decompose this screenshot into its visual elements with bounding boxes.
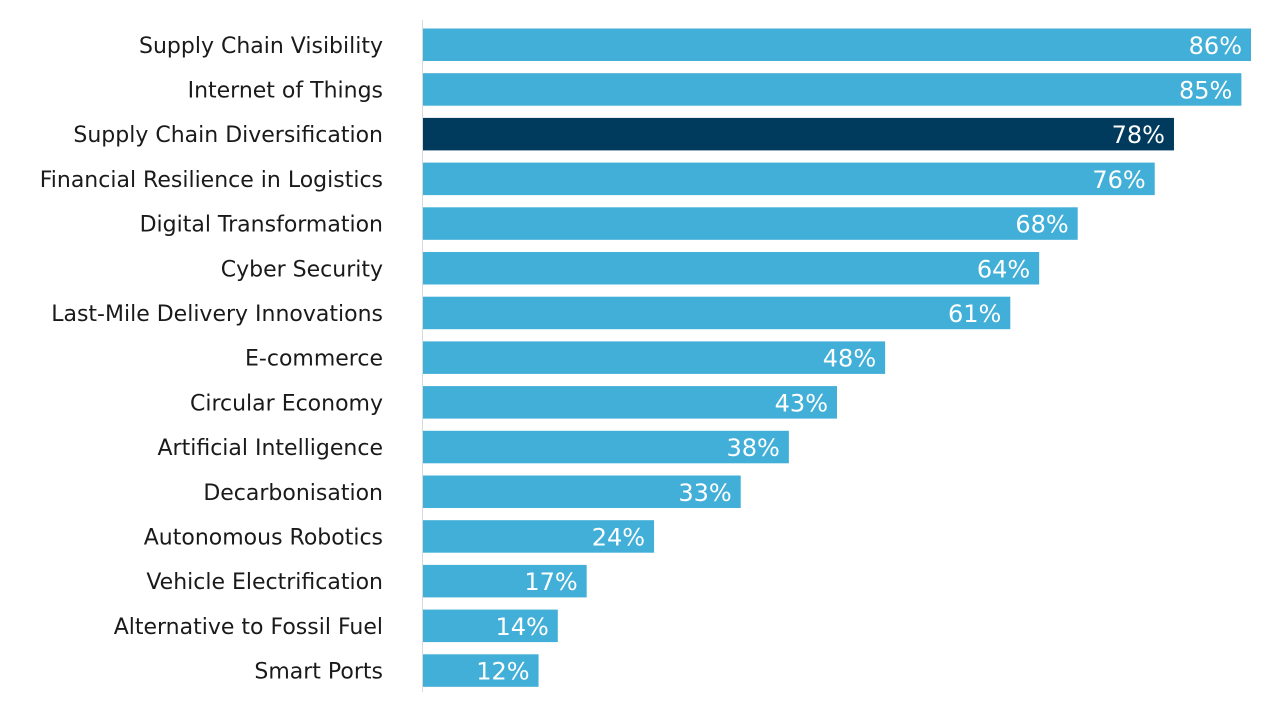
category-label: Alternative to Fossil Fuel: [114, 615, 383, 640]
value-label: 24%: [592, 523, 645, 551]
bar: [423, 296, 1011, 330]
bar: [423, 73, 1242, 106]
category-label: Artificial Intelligence: [158, 436, 384, 461]
value-label: 38%: [727, 434, 780, 462]
bar: [423, 28, 1251, 61]
bar: [423, 564, 587, 598]
bar: [423, 341, 886, 374]
category-label: Supply Chain Diversification: [73, 123, 383, 148]
value-label: 43%: [775, 389, 828, 417]
value-label: 14%: [495, 613, 548, 641]
value-label: 33%: [678, 479, 731, 507]
category-label: Financial Resilience in Logistics: [40, 168, 383, 193]
category-label: Supply Chain Visibility: [139, 34, 383, 59]
bar: [423, 386, 837, 419]
bar: [423, 654, 539, 687]
bar: [423, 609, 558, 643]
category-label: Internet of Things: [188, 78, 383, 103]
category-label: Last-Mile Delivery Innovations: [51, 302, 383, 327]
category-label: Decarbonisation: [203, 481, 383, 506]
bar: [423, 117, 1174, 151]
category-label: Cyber Security: [221, 257, 383, 282]
value-label: 17%: [524, 568, 577, 596]
bar: [423, 252, 1040, 285]
value-label: 64%: [977, 255, 1030, 283]
category-label: Autonomous Robotics: [144, 525, 383, 550]
category-label: Smart Ports: [254, 660, 383, 685]
bar: [423, 162, 1155, 196]
value-label: 48%: [823, 345, 876, 373]
value-label: 76%: [1092, 166, 1145, 194]
value-label: 85%: [1179, 76, 1232, 104]
value-label: 61%: [948, 300, 1001, 328]
bar: [423, 520, 655, 553]
value-label: 78%: [1112, 121, 1165, 149]
value-label: 68%: [1015, 211, 1068, 239]
category-label: Digital Transformation: [140, 213, 383, 238]
value-label: 12%: [476, 658, 529, 686]
bar: [423, 430, 789, 464]
category-label: Vehicle Electrification: [146, 570, 383, 595]
category-label: E-commerce: [245, 347, 383, 372]
category-label: Circular Economy: [190, 391, 383, 416]
bar: [423, 207, 1078, 240]
bar: [423, 475, 741, 508]
value-label: 86%: [1189, 32, 1242, 60]
